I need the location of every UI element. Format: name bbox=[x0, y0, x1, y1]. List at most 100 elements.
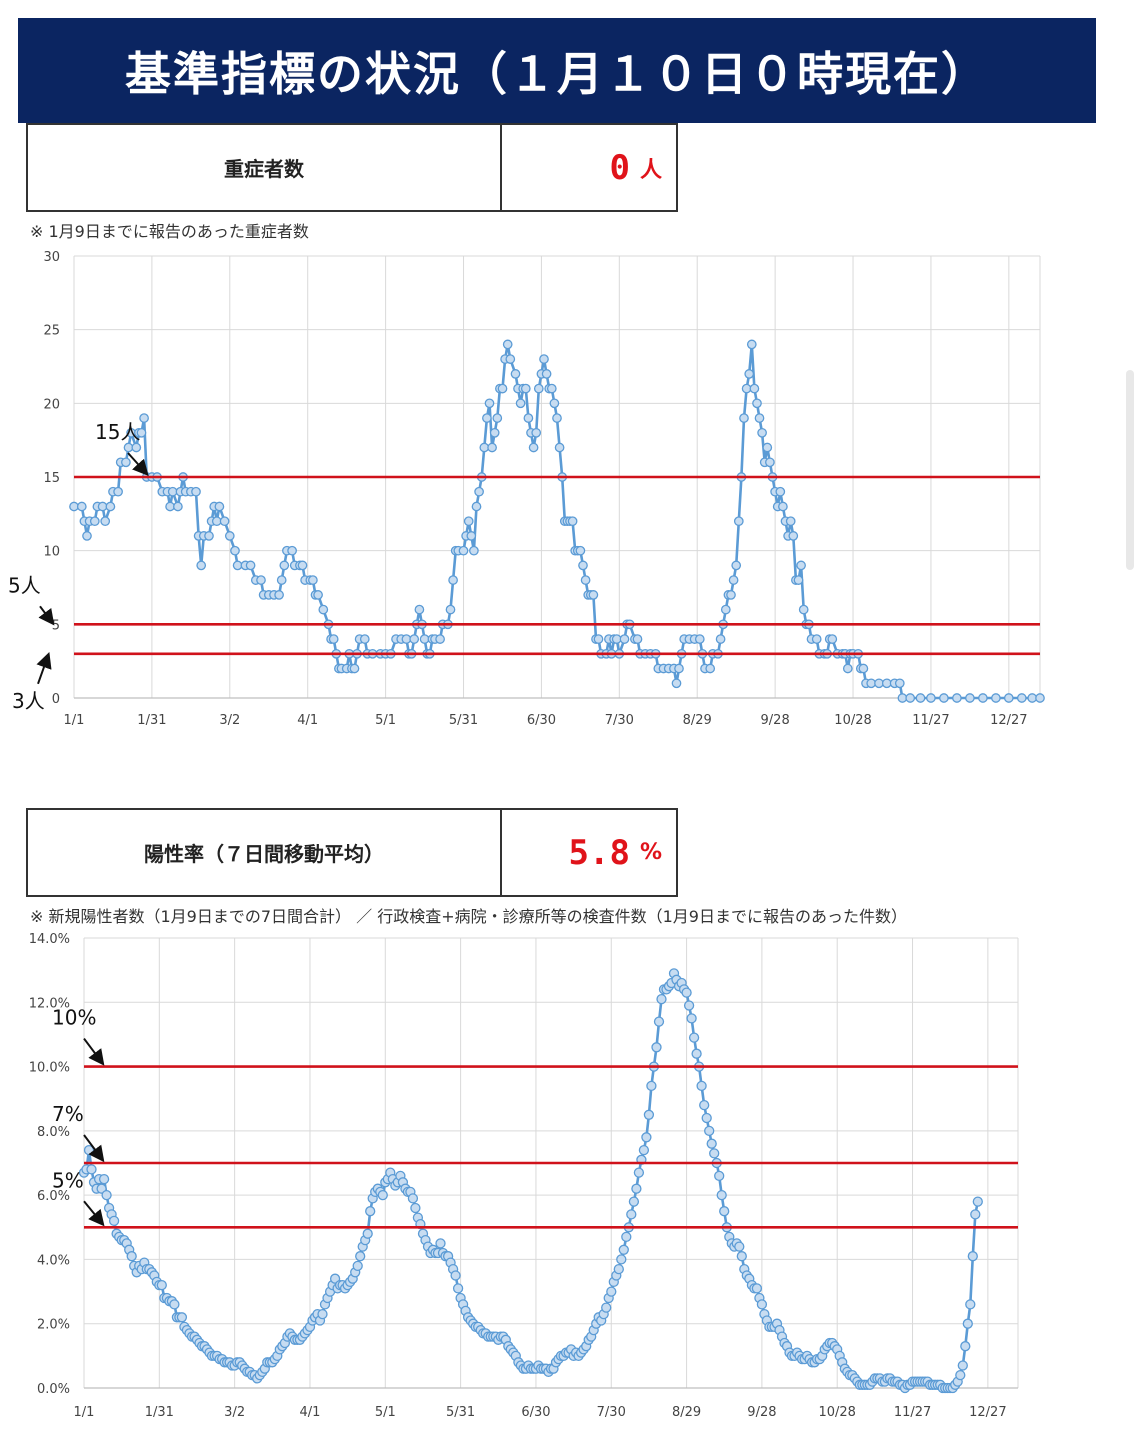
severe-cases-value-cell: 0 人 bbox=[502, 125, 676, 210]
data-point bbox=[905, 693, 916, 703]
data-point bbox=[811, 634, 822, 644]
data-point bbox=[448, 575, 458, 585]
severe-cases-unit: 人 bbox=[639, 157, 662, 183]
data-point bbox=[489, 427, 500, 438]
data-point bbox=[204, 531, 214, 541]
data-point bbox=[69, 501, 79, 512]
data-point bbox=[484, 398, 495, 409]
data-point bbox=[1016, 693, 1027, 703]
x-tick-label: 8/29 bbox=[672, 1405, 701, 1420]
data-point bbox=[701, 1112, 712, 1124]
data-point bbox=[749, 383, 760, 394]
x-tick-label: 12/27 bbox=[969, 1405, 1006, 1420]
data-point bbox=[274, 590, 284, 600]
y-tick-label: 8.0% bbox=[37, 1125, 70, 1140]
y-tick-label: 30 bbox=[43, 250, 60, 265]
data-point bbox=[86, 1164, 97, 1175]
data-point bbox=[359, 634, 370, 644]
data-point bbox=[788, 531, 799, 541]
data-point bbox=[121, 457, 131, 468]
data-point bbox=[580, 575, 591, 585]
x-tick-label: 1/1 bbox=[64, 713, 85, 728]
data-point bbox=[497, 383, 508, 394]
data-point bbox=[696, 1080, 707, 1092]
data-point bbox=[991, 693, 1001, 703]
data-point bbox=[962, 1318, 973, 1329]
x-tick-label: 5/1 bbox=[375, 1405, 396, 1420]
data-point bbox=[714, 1170, 725, 1182]
threshold-arrow bbox=[127, 452, 149, 476]
data-point bbox=[706, 1138, 717, 1149]
data-point bbox=[466, 531, 477, 541]
data-point bbox=[965, 693, 975, 703]
data-point bbox=[793, 575, 804, 585]
x-tick-label: 6/30 bbox=[527, 713, 556, 728]
x-tick-label: 5/1 bbox=[375, 713, 396, 728]
data-point bbox=[705, 663, 716, 674]
data-point bbox=[409, 634, 420, 644]
data-point bbox=[798, 604, 809, 615]
data-point bbox=[463, 516, 474, 527]
x-tick-label: 12/27 bbox=[990, 713, 1027, 728]
data-point bbox=[539, 354, 549, 364]
positivity-label: 陽性率（７日間移動平均） bbox=[28, 810, 502, 895]
threshold-label: 7% bbox=[52, 1102, 84, 1126]
data-point bbox=[734, 1241, 745, 1252]
data-point bbox=[1027, 693, 1038, 703]
data-point bbox=[728, 575, 739, 585]
data-point bbox=[287, 545, 297, 556]
data-point bbox=[76, 501, 87, 512]
x-tick-label: 11/27 bbox=[894, 1405, 931, 1420]
data-point bbox=[541, 369, 552, 379]
data-point bbox=[621, 1231, 632, 1243]
data-point bbox=[82, 531, 92, 541]
data-point bbox=[719, 1206, 730, 1217]
data-point bbox=[751, 1283, 763, 1294]
data-point bbox=[965, 1299, 976, 1310]
x-tick-label: 4/1 bbox=[300, 1405, 321, 1420]
x-tick-label: 6/30 bbox=[521, 1405, 550, 1420]
data-point bbox=[633, 1167, 645, 1178]
data-point bbox=[97, 501, 108, 512]
data-point bbox=[173, 501, 183, 512]
data-point bbox=[741, 383, 752, 394]
data-point bbox=[167, 486, 178, 497]
threshold-arrow bbox=[36, 652, 52, 685]
data-point bbox=[618, 1244, 629, 1255]
data-point bbox=[827, 634, 838, 644]
x-tick-label: 11/27 bbox=[912, 713, 949, 728]
y-tick-label: 15 bbox=[43, 471, 60, 486]
data-point bbox=[510, 369, 521, 379]
scrollbar[interactable] bbox=[1126, 370, 1134, 570]
data-point bbox=[196, 560, 207, 571]
data-point bbox=[704, 1125, 715, 1137]
data-point bbox=[683, 1000, 695, 1011]
data-point bbox=[681, 987, 692, 998]
data-point bbox=[126, 1251, 137, 1262]
data-point bbox=[552, 413, 562, 423]
data-point bbox=[139, 413, 149, 423]
data-point bbox=[419, 634, 430, 644]
data-point bbox=[355, 1251, 366, 1262]
data-point bbox=[101, 1189, 112, 1201]
y-tick-label: 6.0% bbox=[37, 1189, 70, 1204]
x-tick-label: 9/28 bbox=[747, 1405, 776, 1420]
data-point bbox=[474, 486, 484, 497]
threshold-label: 5% bbox=[52, 1168, 84, 1192]
data-point bbox=[214, 501, 225, 512]
x-tick-label: 10/28 bbox=[834, 713, 871, 728]
data-point bbox=[531, 427, 542, 438]
data-point bbox=[939, 693, 949, 703]
data-point bbox=[414, 604, 425, 615]
data-point bbox=[746, 339, 757, 350]
data-point bbox=[123, 442, 134, 453]
data-point bbox=[349, 663, 360, 674]
x-tick-label: 1/31 bbox=[145, 1405, 174, 1420]
data-point bbox=[638, 1144, 650, 1156]
data-point bbox=[469, 545, 479, 556]
data-point bbox=[169, 1299, 180, 1310]
x-tick-label: 5/31 bbox=[449, 713, 478, 728]
data-point bbox=[601, 1302, 612, 1313]
data-point bbox=[926, 693, 936, 703]
data-point bbox=[113, 486, 123, 497]
